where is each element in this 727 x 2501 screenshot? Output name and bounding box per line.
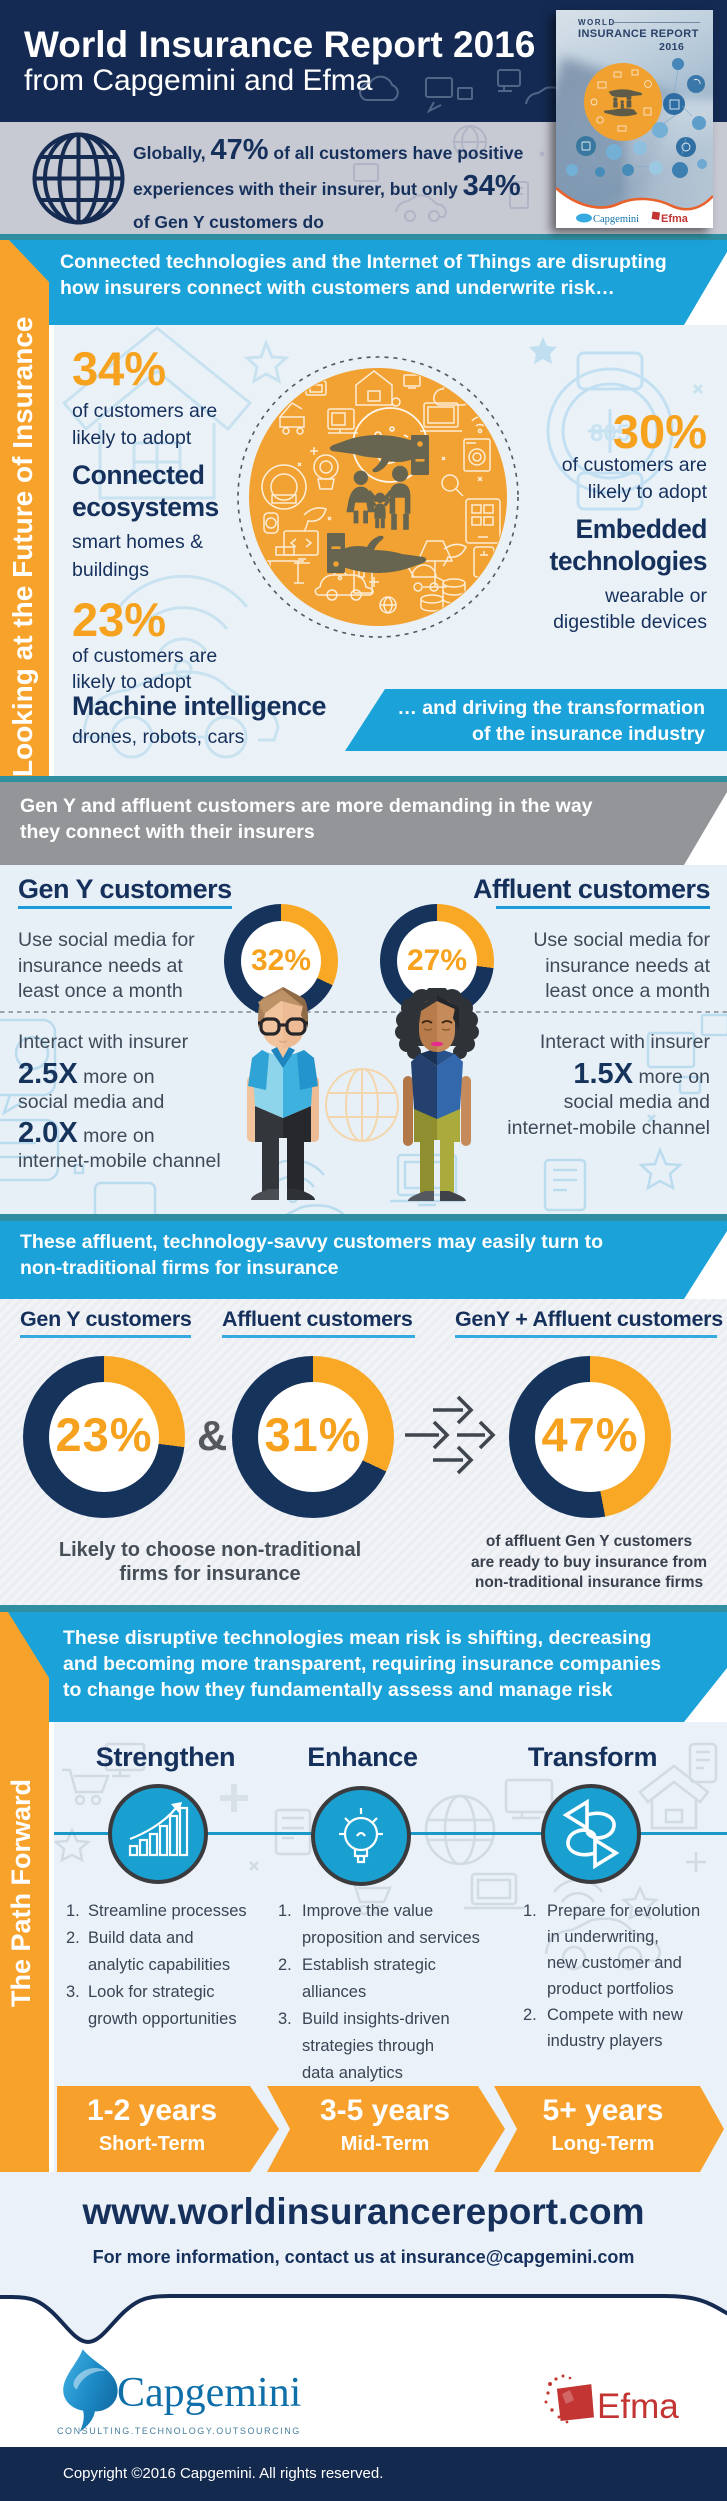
svg-text:Capgemini: Capgemini <box>593 214 639 225</box>
svg-text:Efma: Efma <box>661 213 689 225</box>
svg-text:805: 805 <box>590 420 630 447</box>
svg-text:Efma: Efma <box>597 2387 679 2426</box>
svg-text:Capgemini: Capgemini <box>117 2370 301 2416</box>
svg-text:CONSULTING.TECHNOLOGY.OUTSOURC: CONSULTING.TECHNOLOGY.OUTSOURCING <box>57 2426 301 2436</box>
